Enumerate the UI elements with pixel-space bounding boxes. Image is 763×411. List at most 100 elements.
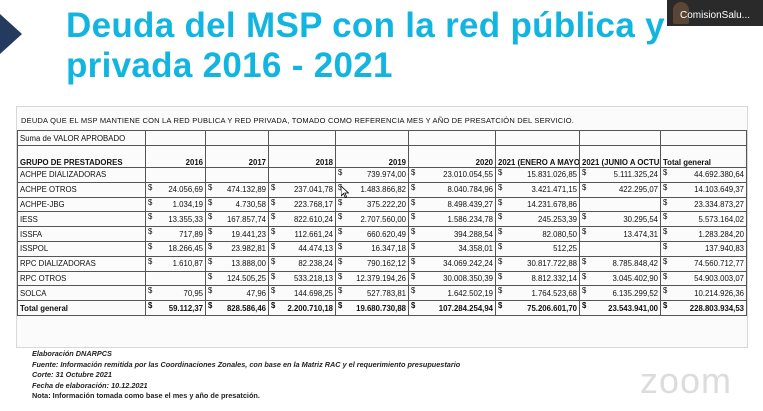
table-cell: $8.812.332,14: [495, 270, 580, 287]
table-cell: $1.764.523,68: [495, 285, 580, 302]
currency-symbol: $: [498, 227, 503, 237]
table-row: IESS $13.355,33 $167.857,74 $822.610,24 $2.7…: [17, 211, 747, 228]
row-name: ACHPE-JBG: [17, 196, 146, 213]
table-cell: $24.056,69: [145, 181, 206, 198]
table-row: RPC DIALIZADORAS $1.610,87 $13.888,00 $82.2…: [17, 255, 747, 272]
currency-symbol: $: [582, 301, 587, 311]
table-cell: [579, 196, 661, 213]
currency-symbol: $: [148, 286, 153, 296]
table-cell: $2.707.560,00: [335, 211, 409, 228]
table-cell: $13.355,33: [145, 211, 206, 228]
currency-symbol: $: [498, 241, 503, 251]
table-cell: $19.680.730,88: [335, 300, 409, 316]
table-cell: $18.266,45: [145, 240, 206, 257]
cell-value: 23.543.941,00: [608, 303, 658, 313]
table-cell: $375.222,20: [335, 196, 409, 213]
cell-value: 739.974,00: [366, 170, 406, 180]
cell-value: 717,89: [179, 229, 203, 239]
column-header: 2017: [205, 145, 269, 168]
currency-symbol: $: [582, 168, 587, 177]
table-cell: $394.288,54: [408, 226, 496, 242]
cell-value: 107.284.254,94: [438, 303, 493, 313]
cell-value: 19.680.730,88: [356, 303, 406, 313]
currency-symbol: $: [208, 271, 213, 281]
cell-value: 1.034,19: [172, 199, 203, 209]
table-cell: [205, 167, 269, 183]
table-cell: $533.218,13: [268, 270, 336, 287]
note-fecha: Fecha de elaboración: 10.12.2021: [32, 380, 148, 390]
slide-title-line-2: privada 2016 - 2021: [66, 46, 393, 85]
row-name: RPC DIALIZADORAS: [17, 255, 146, 272]
currency-symbol: $: [498, 168, 503, 177]
table-cell: $137.940,83: [660, 240, 747, 257]
table-caption: DEUDA QUE EL MSP MANTIENE CON LA RED PUB…: [21, 116, 575, 125]
cell-value: 70,95: [183, 288, 203, 298]
cell-value: 822.610,24: [293, 214, 333, 224]
table-cell: $8.040.784,96: [408, 181, 496, 198]
cell-value: 59.112,37: [168, 303, 203, 313]
table-cell: $23.010.054,55: [408, 167, 496, 183]
slide-title: Deuda del MSP con la red pública y priva…: [66, 6, 666, 86]
currency-symbol: $: [338, 212, 343, 222]
cell-value: 8.812.332,14: [531, 273, 577, 283]
table-cell: $74.560.712,77: [660, 255, 747, 272]
currency-symbol: $: [338, 271, 343, 281]
cell-value: 8.785.848,42: [612, 259, 658, 269]
cell-value: 13.888,00: [231, 259, 266, 269]
participant-silhouette: [673, 2, 689, 24]
table-cell: $822.610,24: [268, 211, 336, 228]
cell-value: 2.707.560,00: [360, 214, 406, 224]
currency-symbol: $: [498, 256, 503, 266]
table-cell: $19.441,23: [205, 226, 269, 242]
table-cell: $167.857,74: [205, 211, 269, 228]
currency-symbol: $: [411, 227, 416, 237]
currency-symbol: $: [271, 241, 276, 251]
currency-symbol: $: [148, 241, 153, 251]
participant-name: ComisionSalu...: [679, 10, 751, 21]
row-name: ACHPE DIALIZADORAS: [17, 167, 146, 183]
column-header: 2020: [408, 145, 496, 168]
note-corte: Corte: 31 Octubre 2021: [32, 370, 112, 380]
cell-value: 75.206.601,70: [527, 303, 577, 313]
table-cell: $75.206.601,70: [495, 300, 580, 316]
table-row: ACHPE-JBG $1.034,19 $4.730,58 $223.768,17 $3…: [17, 196, 747, 213]
table-cell: $23.982,81: [205, 240, 269, 257]
column-header: 2021 (JUNIO A OCTUBRE): [579, 145, 661, 168]
table-total-row: Total general $59.112,37 $828.586,46 $2.200…: [17, 300, 747, 316]
currency-symbol: $: [208, 227, 213, 237]
currency-symbol: $: [582, 227, 587, 237]
column-header: Total general: [660, 145, 747, 168]
table-cell: $223.768,17: [268, 196, 336, 213]
currency-symbol: $: [411, 301, 416, 311]
cell-value: 12.379.194,26: [356, 273, 406, 283]
table-cell: $34.358,01: [408, 240, 496, 257]
table-cell: $1.642.502,19: [408, 285, 496, 302]
cell-value: 82.238,24: [298, 259, 333, 269]
cell-value: 14.231.678,86: [527, 199, 577, 209]
currency-symbol: $: [411, 271, 416, 281]
row-name: Total general: [17, 300, 146, 316]
row-name: ISSPOL: [17, 240, 146, 257]
currency-symbol: $: [663, 197, 668, 207]
currency-symbol: $: [498, 197, 503, 207]
cell-value: 137.940,83: [704, 244, 744, 254]
currency-symbol: $: [148, 301, 153, 311]
cell-value: 394.288,54: [453, 229, 493, 239]
currency-symbol: $: [208, 301, 213, 311]
table-row: RPC OTROS $124.505,25 $533.218,13 $12.379.1…: [17, 270, 747, 287]
table-cell: $5.111.325,24: [579, 167, 661, 183]
row-name: ACHPE OTROS: [17, 181, 146, 198]
table-row: ACHPE OTROS $24.056,69 $474.132,89 $237.041…: [17, 181, 747, 198]
table-notes: Elaboración DNARPCS Fuente: Información …: [32, 349, 460, 402]
table-cell: $237.041,78: [268, 181, 336, 198]
cell-value: 6.135.299,52: [612, 288, 658, 298]
currency-symbol: $: [208, 182, 213, 192]
table-row: ACHPE DIALIZADORAS $739.974,00 $23.010.054…: [17, 167, 747, 183]
table-cell: $23.334.873,27: [660, 196, 747, 213]
table-cell: $30.008.350,39: [408, 270, 496, 287]
currency-symbol: $: [663, 301, 668, 311]
participant-video-tile[interactable]: ComisionSalu...: [667, 0, 763, 26]
table-cell: $70,95: [145, 285, 206, 302]
note-elaboracion: Elaboración DNARPCS: [32, 349, 112, 358]
